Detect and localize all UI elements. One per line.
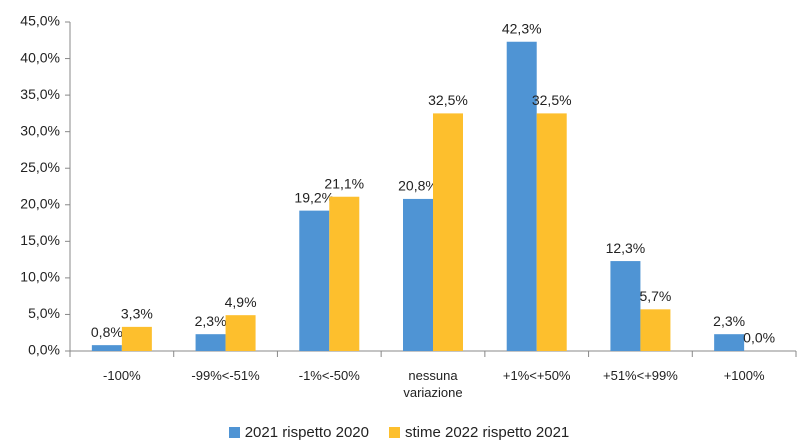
legend-item: 2021 rispetto 2020 <box>228 424 369 441</box>
x-tick-label: +100% <box>723 368 765 383</box>
legend-label: 2021 rispetto 2020 <box>244 424 369 441</box>
y-tick-label: 25,0% <box>20 159 60 175</box>
bar <box>433 113 463 351</box>
data-label: 2,3% <box>713 313 745 329</box>
x-tick-label: -99%<-51% <box>191 368 260 383</box>
data-label: 42,3% <box>502 20 542 36</box>
data-label: 20,8% <box>398 178 438 194</box>
bar <box>610 261 641 351</box>
data-label: 0,8% <box>91 324 123 340</box>
x-tick-label: -100% <box>103 368 141 383</box>
legend-item: stime 2022 rispetto 2021 <box>388 424 570 441</box>
y-tick-label: 20,0% <box>20 195 60 211</box>
data-label: 4,9% <box>225 294 257 310</box>
bar <box>91 345 122 351</box>
bar <box>299 210 330 351</box>
y-tick-label: 30,0% <box>20 122 60 138</box>
bar <box>536 113 567 351</box>
y-tick-label: 0,0% <box>28 342 60 358</box>
bar <box>403 198 433 351</box>
data-label: 12,3% <box>606 240 646 256</box>
bar <box>121 326 152 351</box>
x-tick-label: -1%<-50% <box>298 368 360 383</box>
x-tick-label: +1%<+50% <box>502 368 571 383</box>
x-tick-label: nessuna variazione <box>403 368 463 400</box>
data-label: 21,1% <box>324 175 364 191</box>
bar <box>329 196 360 351</box>
data-label: 2,3% <box>195 313 227 329</box>
legend-label: stime 2022 rispetto 2021 <box>404 424 570 441</box>
y-tick-label: 45,0% <box>20 13 60 29</box>
data-label: 5,7% <box>639 288 671 304</box>
legend: 2021 rispetto 2020 stime 2022 rispetto 20… <box>0 424 798 441</box>
y-tick-label: 10,0% <box>20 269 60 285</box>
bar <box>640 309 671 351</box>
y-tick-label: 35,0% <box>20 86 60 102</box>
y-tick-label: 40,0% <box>20 49 60 65</box>
y-tick-label: 5,0% <box>28 305 60 321</box>
y-tick-label: 15,0% <box>20 232 60 248</box>
x-tick-label: +51%<+99% <box>603 368 678 383</box>
bar <box>195 334 226 351</box>
legend-swatch <box>228 427 240 438</box>
bar <box>506 41 537 352</box>
legend-swatch <box>388 427 400 438</box>
data-label: 32,5% <box>532 92 572 108</box>
data-label: 32,5% <box>428 92 468 108</box>
data-label: 19,2% <box>294 189 334 205</box>
bar <box>225 315 256 351</box>
data-label: 3,3% <box>121 306 153 322</box>
bar <box>714 334 745 351</box>
data-label: 0,0% <box>743 330 775 346</box>
